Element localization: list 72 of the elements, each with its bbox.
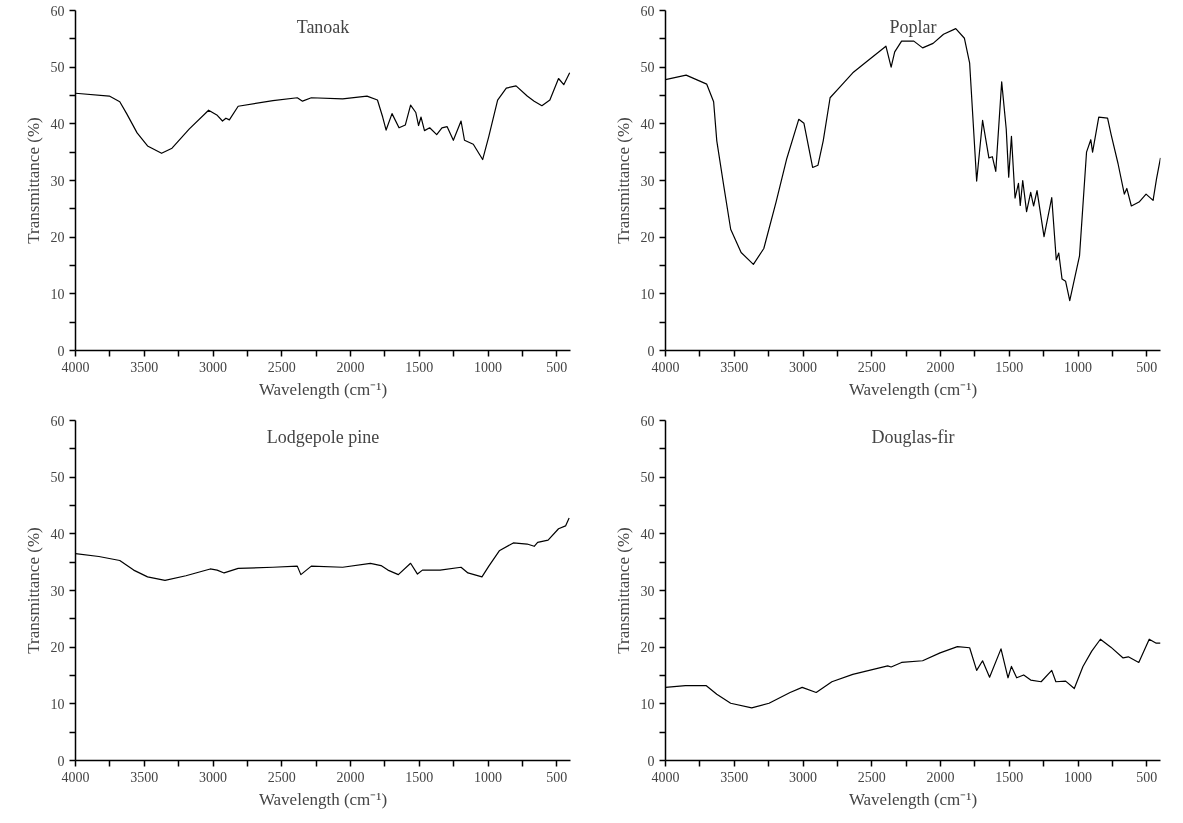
x-tick-label: 3000 <box>789 359 817 375</box>
y-tick-label: 60 <box>640 413 655 429</box>
y-axis-title: Transmittance (%) <box>23 117 43 244</box>
x-axis-title: Wavelength (cm⁻¹) <box>258 789 388 809</box>
x-tick-label: 3000 <box>199 359 227 375</box>
x-tick-label: 4000 <box>61 769 90 785</box>
x-tick-label: 2000 <box>336 769 365 785</box>
y-tick-label: 40 <box>640 116 655 132</box>
y-tick-label: 20 <box>640 640 655 656</box>
y-tick-label: 30 <box>640 583 655 599</box>
y-tick-label: 50 <box>640 60 655 76</box>
y-axis-title: Transmittance (%) <box>613 527 633 654</box>
y-tick-label: 40 <box>50 526 65 542</box>
x-tick-label: 3500 <box>130 359 159 375</box>
y-tick-label: 0 <box>57 753 65 769</box>
x-tick-label: 4000 <box>651 359 680 375</box>
x-tick-label: 3000 <box>199 769 227 785</box>
x-tick-label: 500 <box>1136 769 1158 785</box>
y-axis-title: Transmittance (%) <box>23 527 43 654</box>
x-tick-label: 2500 <box>267 359 296 375</box>
y-tick-label: 60 <box>50 3 65 19</box>
y-tick-label: 0 <box>647 343 655 359</box>
y-tick-label: 60 <box>50 413 65 429</box>
x-tick-label: 2000 <box>926 769 955 785</box>
x-tick-label: 4000 <box>61 359 90 375</box>
y-tick-label: 20 <box>640 230 655 246</box>
x-tick-label: 3000 <box>789 769 817 785</box>
y-tick-label: 50 <box>50 470 65 486</box>
x-tick-label: 1500 <box>995 359 1024 375</box>
chart-title: Poplar <box>889 16 937 37</box>
x-axis-title: Wavelength (cm⁻¹) <box>848 789 978 809</box>
x-tick-label: 1000 <box>1064 769 1092 785</box>
y-tick-label: 30 <box>640 173 655 189</box>
y-tick-label: 0 <box>57 343 65 359</box>
x-tick-label: 2000 <box>926 359 955 375</box>
y-tick-label: 30 <box>50 583 65 599</box>
y-tick-label: 40 <box>50 116 65 132</box>
chart-title: Lodgepole pine <box>266 426 380 447</box>
x-tick-label: 1500 <box>405 359 434 375</box>
x-tick-label: 500 <box>546 359 568 375</box>
x-tick-label: 2000 <box>336 359 365 375</box>
chart-title: Douglas-fir <box>871 426 955 447</box>
x-tick-label: 3500 <box>720 359 749 375</box>
x-tick-label: 2500 <box>267 769 296 785</box>
x-tick-label: 1000 <box>474 359 502 375</box>
y-tick-label: 50 <box>50 60 65 76</box>
y-tick-label: 10 <box>640 286 655 302</box>
y-tick-label: 20 <box>50 230 65 246</box>
y-tick-label: 10 <box>50 286 65 302</box>
x-tick-label: 1500 <box>405 769 434 785</box>
y-tick-label: 10 <box>50 696 65 712</box>
y-tick-label: 60 <box>640 3 655 19</box>
x-tick-label: 1000 <box>474 769 502 785</box>
y-tick-label: 20 <box>50 640 65 656</box>
y-axis-title: Transmittance (%) <box>613 117 633 244</box>
x-tick-label: 1000 <box>1064 359 1092 375</box>
x-tick-label: 500 <box>1136 359 1158 375</box>
chart-title: Tanoak <box>296 16 350 37</box>
x-axis-title: Wavelength (cm⁻¹) <box>848 379 978 399</box>
x-tick-label: 3500 <box>130 769 159 785</box>
y-tick-label: 40 <box>640 526 655 542</box>
x-axis-title: Wavelength (cm⁻¹) <box>258 379 388 399</box>
y-tick-label: 30 <box>50 173 65 189</box>
x-tick-label: 3500 <box>720 769 749 785</box>
x-tick-label: 1500 <box>995 769 1024 785</box>
x-tick-label: 2500 <box>857 359 886 375</box>
y-tick-label: 50 <box>640 470 655 486</box>
y-tick-label: 0 <box>647 753 655 769</box>
y-tick-label: 10 <box>640 696 655 712</box>
x-tick-label: 500 <box>546 769 568 785</box>
x-tick-label: 2500 <box>857 769 886 785</box>
x-tick-label: 4000 <box>651 769 680 785</box>
